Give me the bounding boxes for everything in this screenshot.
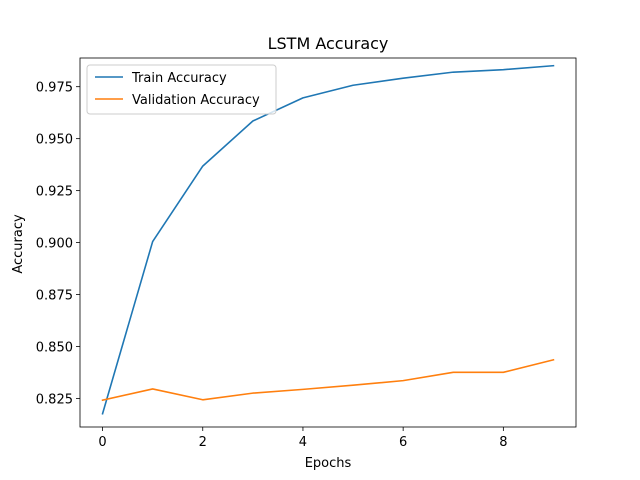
legend-box <box>86 64 277 115</box>
y-tick-label: 0.825 <box>36 393 73 408</box>
x-tick-label: 4 <box>299 435 307 450</box>
plot-area: 0 2 4 6 8 0.825 0.850 0.875 0.900 0.925 0.950 0.975 <box>36 57 577 450</box>
y-tick-label: 0.950 <box>36 133 73 148</box>
legend: Train Accuracy Validation Accuracy <box>86 64 277 115</box>
x-tick-label: 0 <box>98 435 106 450</box>
y-tick-label: 0.925 <box>36 185 73 200</box>
x-axis-label: Epochs <box>305 456 352 471</box>
y-tick-label: 0.850 <box>36 341 73 356</box>
series-line-validation-accuracy <box>101 358 555 402</box>
x-tick-label: 6 <box>399 435 407 450</box>
chart-title: LSTM Accuracy <box>268 34 389 53</box>
y-tick-label: 0.900 <box>36 237 73 252</box>
y-tick-label: 0.975 <box>36 81 73 96</box>
y-axis-label: Accuracy <box>11 214 26 274</box>
series-line-train-accuracy <box>101 64 555 415</box>
legend-label: Validation Accuracy <box>132 93 260 108</box>
x-tick-label: 2 <box>199 435 207 450</box>
legend-label: Train Accuracy <box>131 71 227 86</box>
x-tick-label: 8 <box>499 435 507 450</box>
y-tick-label: 0.875 <box>36 289 73 304</box>
